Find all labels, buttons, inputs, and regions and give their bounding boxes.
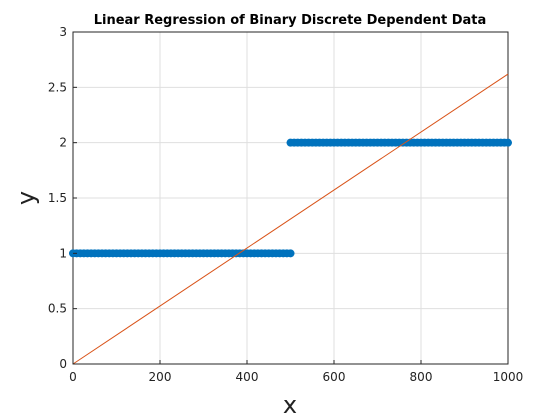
x-tick-label: 1000 (493, 370, 524, 384)
data-point (504, 138, 512, 147)
x-axis-ticks: 0 200 400 600 800 1000 (69, 360, 523, 384)
x-tick-label: 0 (69, 370, 77, 384)
x-axis-label: x (283, 391, 297, 419)
y-tick-label: 1 (59, 246, 67, 260)
regression-line (72, 73, 509, 365)
chart-title: Linear Regression of Binary Discrete Dep… (94, 13, 487, 28)
grid (72, 31, 509, 365)
regression-line-group (72, 73, 509, 365)
x-tick-label: 600 (323, 370, 346, 384)
y-axis-ticks: 0 0.5 1 1.5 2 2.5 3 (48, 25, 77, 371)
x-tick-label: 200 (149, 370, 172, 384)
y-tick-label: 3 (59, 25, 67, 39)
chart-marks (69, 138, 512, 258)
y-tick-label: 0.5 (48, 302, 67, 316)
y-tick-label: 2.5 (48, 80, 67, 94)
y-tick-label: 2 (59, 136, 67, 150)
y-axis-label: y (12, 191, 40, 205)
x-tick-label: 400 (236, 370, 259, 384)
y-tick-label: 0 (59, 357, 67, 371)
x-tick-label: 800 (410, 370, 433, 384)
data-point (286, 249, 295, 258)
y-tick-label: 1.5 (48, 191, 67, 205)
